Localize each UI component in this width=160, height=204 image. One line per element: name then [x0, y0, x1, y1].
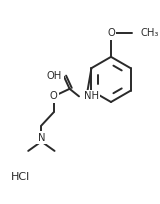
Text: N: N: [38, 133, 45, 143]
Text: O: O: [50, 91, 57, 101]
Text: NH: NH: [84, 91, 99, 101]
Text: HCl: HCl: [11, 172, 31, 182]
Text: OH: OH: [47, 71, 62, 81]
Text: O: O: [107, 28, 115, 38]
Text: CH₃: CH₃: [140, 28, 159, 38]
